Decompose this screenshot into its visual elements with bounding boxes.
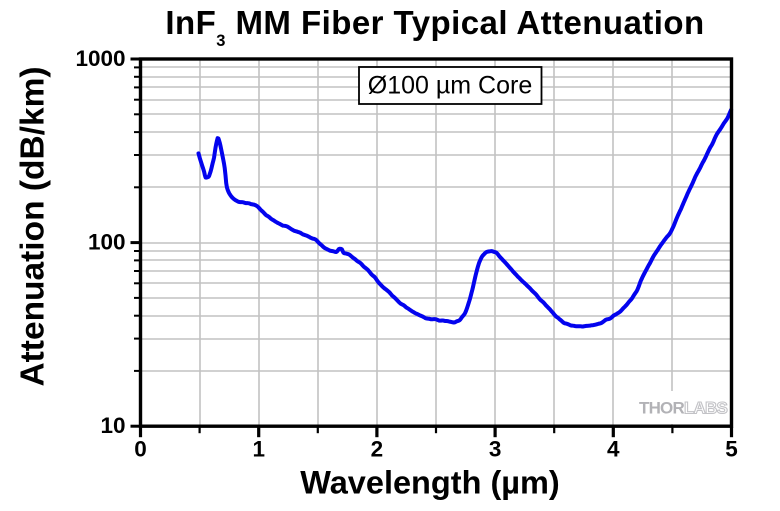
svg-text:100: 100 bbox=[88, 230, 126, 255]
svg-text:0: 0 bbox=[134, 437, 147, 462]
svg-text:2: 2 bbox=[371, 437, 384, 462]
svg-text:InF3 MM Fiber Typical Attenuat: InF3 MM Fiber Typical Attenuation bbox=[165, 4, 704, 50]
svg-text:4: 4 bbox=[607, 437, 620, 462]
svg-text:Ø100 µm Core: Ø100 µm Core bbox=[368, 72, 532, 100]
svg-text:10: 10 bbox=[100, 413, 125, 438]
svg-text:5: 5 bbox=[725, 437, 738, 462]
svg-text:3: 3 bbox=[489, 437, 502, 462]
svg-text:Attenuation (dB/km): Attenuation (dB/km) bbox=[15, 66, 52, 386]
svg-text:1000: 1000 bbox=[75, 46, 125, 71]
svg-text:THORLABS: THORLABS bbox=[639, 398, 728, 417]
svg-text:1: 1 bbox=[252, 437, 265, 462]
svg-text:Wavelength (µm): Wavelength (µm) bbox=[300, 465, 559, 501]
